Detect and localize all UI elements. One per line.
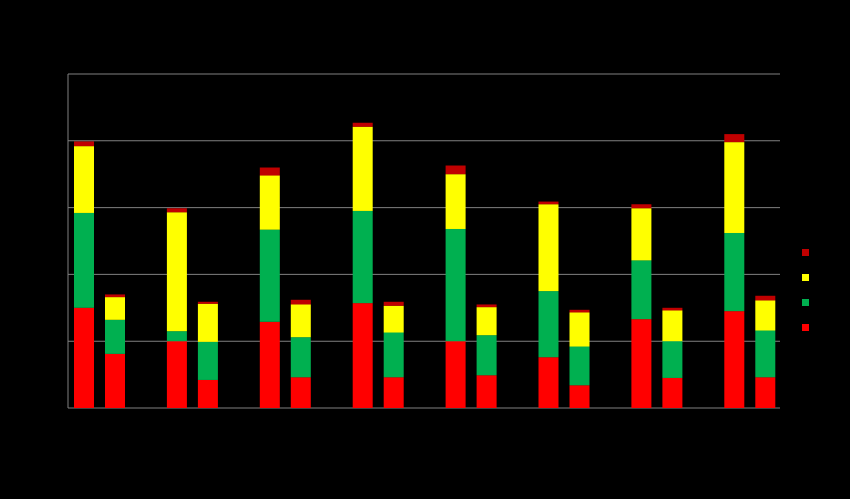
- bar-segment: [166, 341, 187, 408]
- legend-swatch: [802, 324, 809, 331]
- bar-segment: [662, 377, 683, 408]
- bar-segment: [290, 299, 311, 305]
- bar-segment: [259, 229, 280, 322]
- legend-swatch: [802, 299, 809, 306]
- bar-segment: [476, 335, 497, 376]
- bar-segment: [445, 165, 466, 175]
- bar-segment: [538, 201, 559, 205]
- bar-segment: [105, 297, 125, 320]
- bar-segment: [197, 341, 218, 380]
- bar-segment: [352, 126, 373, 211]
- bar-segment: [383, 305, 404, 333]
- bar-segment: [755, 377, 776, 408]
- bar-segment: [197, 301, 218, 304]
- bar-segment: [662, 341, 683, 378]
- bar-segment: [755, 330, 776, 378]
- bar-segment: [569, 312, 590, 347]
- bar-segment: [383, 301, 404, 306]
- bar-segment: [74, 307, 94, 408]
- bar-segment: [445, 174, 466, 229]
- legend-swatch: [802, 249, 809, 256]
- bar-segment: [259, 167, 280, 176]
- bar-segment: [476, 375, 497, 408]
- bar-segment: [105, 294, 125, 298]
- bar-segment: [259, 321, 280, 408]
- bar-segment: [105, 319, 125, 354]
- bar-segment: [383, 377, 404, 408]
- bar-segment: [352, 303, 373, 408]
- bar-segment: [259, 175, 280, 230]
- bar-segment: [724, 232, 745, 312]
- bar-segment: [724, 311, 745, 408]
- legend-swatch: [802, 274, 809, 281]
- bar-segment: [569, 385, 590, 408]
- bar-segment: [662, 310, 683, 342]
- bar-segment: [290, 377, 311, 408]
- bar-segment: [476, 304, 497, 308]
- bar-segment: [290, 304, 311, 338]
- bar-segment: [383, 332, 404, 378]
- bar-segment: [631, 204, 652, 209]
- bar-segment: [755, 300, 776, 331]
- bar-segment: [445, 341, 466, 408]
- bar-segment: [105, 353, 125, 408]
- bar-segment: [569, 346, 590, 386]
- bar-segment: [166, 212, 187, 332]
- bar-segment: [166, 208, 187, 213]
- bar-segment: [631, 319, 652, 408]
- bar-segment: [724, 134, 745, 143]
- bar-segment: [197, 379, 218, 408]
- bar-segment: [352, 122, 373, 127]
- bar-segment: [538, 291, 559, 358]
- bar-segment: [538, 357, 559, 408]
- bar-segment: [538, 204, 559, 292]
- bar-segment: [724, 142, 745, 233]
- bar-segment: [631, 260, 652, 320]
- bar-segment: [197, 303, 218, 342]
- bar-segment: [74, 146, 94, 213]
- bar-segment: [166, 331, 187, 342]
- bar-segment: [631, 208, 652, 261]
- bar-segment: [569, 309, 590, 313]
- bar-segment: [662, 307, 683, 311]
- bar-segment: [74, 212, 94, 308]
- bar-segment: [445, 228, 466, 342]
- bar-segment: [755, 295, 776, 301]
- bar-segment: [476, 307, 497, 336]
- bar-segment: [74, 141, 94, 147]
- bar-segment: [352, 210, 373, 304]
- bar-segment: [290, 337, 311, 378]
